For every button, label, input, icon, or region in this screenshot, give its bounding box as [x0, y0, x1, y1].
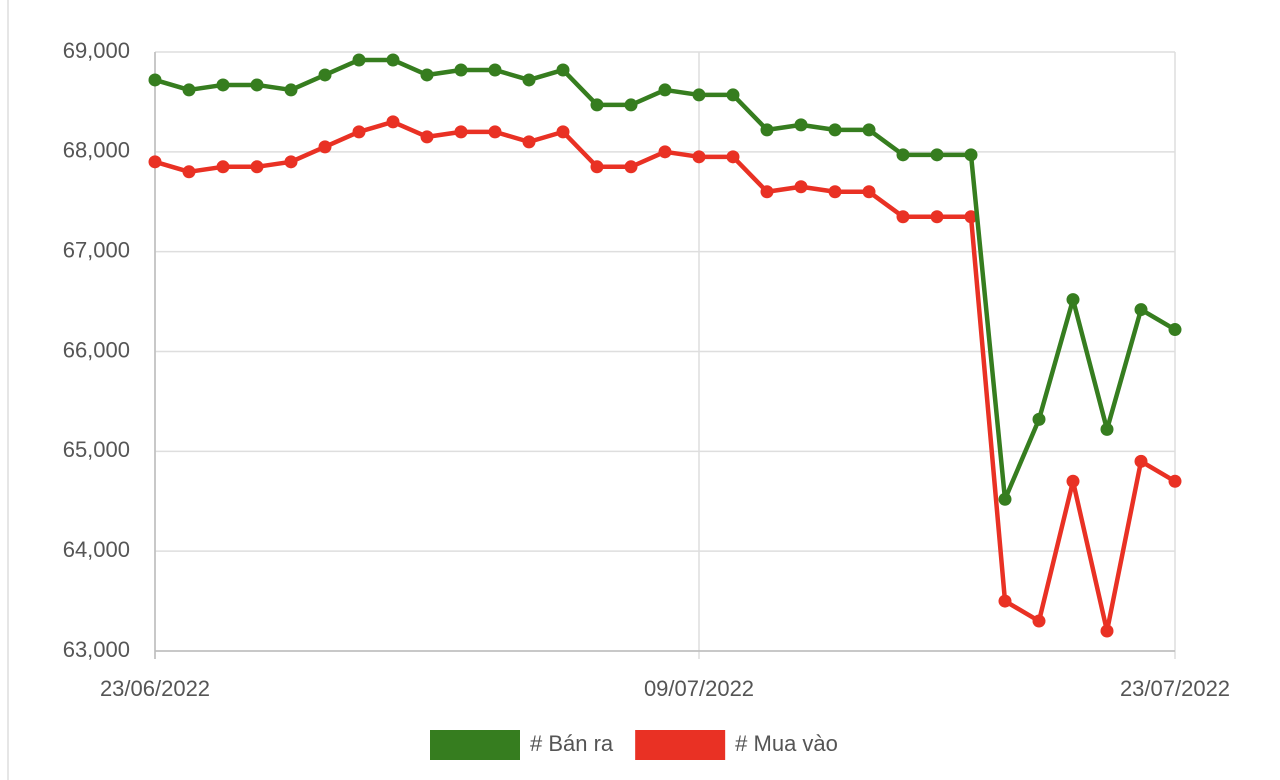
- y-tick-label: 69,000: [63, 38, 130, 63]
- legend-label: # Bán ra: [530, 731, 614, 756]
- data-point: [1032, 614, 1046, 628]
- data-point: [590, 160, 604, 174]
- data-point: [624, 160, 638, 174]
- data-point: [1134, 454, 1148, 468]
- data-point: [930, 210, 944, 224]
- data-point: [828, 123, 842, 137]
- data-point: [318, 68, 332, 82]
- y-tick-label: 63,000: [63, 637, 130, 662]
- data-point: [148, 155, 162, 169]
- legend-swatch: [430, 730, 520, 760]
- x-tick-label: 23/06/2022: [100, 676, 210, 701]
- data-point: [794, 180, 808, 194]
- data-point: [352, 125, 366, 139]
- data-point: [284, 155, 298, 169]
- data-point: [250, 78, 264, 92]
- data-point: [692, 150, 706, 164]
- y-tick-label: 67,000: [63, 237, 130, 262]
- data-point: [556, 63, 570, 77]
- y-tick-label: 68,000: [63, 138, 130, 163]
- data-point: [454, 125, 468, 139]
- data-point: [318, 140, 332, 154]
- data-point: [1168, 323, 1182, 337]
- data-point: [862, 185, 876, 199]
- data-point: [998, 594, 1012, 608]
- data-point: [726, 150, 740, 164]
- y-tick-label: 64,000: [63, 537, 130, 562]
- data-point: [862, 123, 876, 137]
- data-point: [1134, 303, 1148, 317]
- data-point: [794, 118, 808, 132]
- data-point: [760, 185, 774, 199]
- data-point: [148, 73, 162, 87]
- data-point: [1100, 624, 1114, 638]
- data-point: [182, 165, 196, 179]
- data-point: [216, 160, 230, 174]
- series: [148, 115, 1182, 638]
- data-point: [216, 78, 230, 92]
- y-tick-label: 66,000: [63, 337, 130, 362]
- data-point: [828, 185, 842, 199]
- data-point: [250, 160, 264, 174]
- data-point: [420, 130, 434, 144]
- data-point: [488, 125, 502, 139]
- data-point: [726, 88, 740, 102]
- data-point: [386, 115, 400, 129]
- x-tick-label: 09/07/2022: [644, 676, 754, 701]
- data-point: [930, 148, 944, 162]
- data-point: [624, 98, 638, 112]
- series-line: [154, 57, 1177, 502]
- data-point: [964, 148, 978, 162]
- data-point: [896, 148, 910, 162]
- data-point: [658, 83, 672, 97]
- data-point: [896, 210, 910, 224]
- data-point: [658, 145, 672, 159]
- data-point: [522, 135, 536, 149]
- data-point: [420, 68, 434, 82]
- data-point: [1066, 474, 1080, 488]
- data-point: [964, 210, 978, 224]
- data-point: [760, 123, 774, 137]
- legend-swatch: [635, 730, 726, 760]
- y-tick-label: 65,000: [63, 437, 130, 462]
- series: [148, 53, 1182, 506]
- x-tick-label: 23/07/2022: [1120, 676, 1230, 701]
- data-point: [692, 88, 706, 102]
- data-point: [488, 63, 502, 77]
- data-point: [1168, 474, 1182, 488]
- series-line: [154, 119, 1177, 634]
- legend-label: # Mua vào: [735, 731, 838, 756]
- data-point: [454, 63, 468, 77]
- data-point: [590, 98, 604, 112]
- data-point: [1032, 412, 1046, 426]
- data-point: [386, 53, 400, 67]
- data-point: [556, 125, 570, 139]
- data-point: [522, 73, 536, 87]
- data-point: [1100, 422, 1114, 436]
- data-point: [1066, 293, 1080, 307]
- data-point: [998, 492, 1012, 506]
- data-point: [182, 83, 196, 97]
- data-point: [352, 53, 366, 67]
- data-point: [284, 83, 298, 97]
